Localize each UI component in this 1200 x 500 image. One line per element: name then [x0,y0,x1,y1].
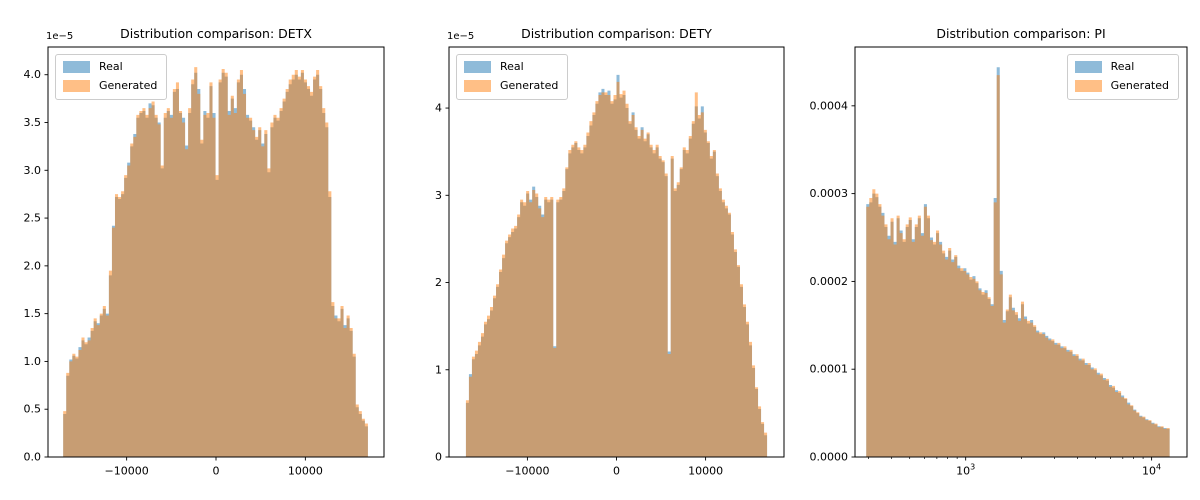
svg-text:0.0000: 0.0000 [810,451,849,464]
y-offset-label-dety: 1e−5 [447,31,475,42]
chart-title-detx: Distribution comparison: DETX [120,26,312,41]
legend-swatch-generated [464,80,491,92]
svg-text:10000: 10000 [688,465,723,478]
svg-text:0: 0 [213,465,220,478]
svg-text:1.0: 1.0 [24,355,42,368]
legend-swatch-generated [1074,80,1102,92]
svg-text:104: 104 [1142,463,1161,478]
svg-text:4.0: 4.0 [24,68,42,81]
svg-text:−10000: −10000 [505,465,549,478]
svg-text:103: 103 [956,463,975,478]
svg-text:3.5: 3.5 [24,116,42,129]
legend-swatch-real [464,61,491,73]
svg-text:10000: 10000 [288,465,323,478]
svg-text:0.0004: 0.0004 [810,99,849,112]
legend-swatch-real [1074,61,1102,73]
legend-label-real: Real [99,60,123,73]
legend-swatch-generated [63,80,90,92]
legend-swatch-real [63,61,90,73]
svg-text:2.5: 2.5 [24,212,42,225]
legend-item-generated: Generated [1074,79,1169,93]
svg-text:2: 2 [435,276,442,289]
legend-item-real: Real [1074,60,1169,74]
svg-text:0: 0 [435,451,442,464]
svg-text:−10000: −10000 [105,465,149,478]
legend-pi: Real Generated [1066,54,1179,100]
svg-text:0.0002: 0.0002 [810,275,849,288]
svg-text:2.0: 2.0 [24,259,42,272]
chart-title-pi: Distribution comparison: PI [936,26,1106,41]
svg-text:0.0001: 0.0001 [810,363,849,376]
svg-text:0.0003: 0.0003 [810,187,849,200]
svg-text:0.5: 0.5 [24,403,42,416]
svg-text:3: 3 [435,189,442,202]
legend-label-real: Real [500,60,524,73]
legend-dety: Real Generated [456,54,569,100]
svg-text:0.0: 0.0 [24,451,42,464]
legend-item-generated: Generated [464,79,558,93]
legend-item-generated: Generated [63,79,157,93]
svg-text:3.0: 3.0 [24,164,42,177]
y-offset-label-detx: 1e−5 [46,31,74,42]
legend-label-generated: Generated [1110,79,1169,92]
svg-text:4: 4 [435,102,442,115]
legend-label-generated: Generated [99,79,158,92]
legend-item-real: Real [63,60,157,74]
legend-label-generated: Generated [500,79,559,92]
legend-item-real: Real [464,60,558,74]
chart-title-dety: Distribution comparison: DETY [521,26,712,41]
legend-label-real: Real [1110,60,1135,73]
svg-text:0: 0 [613,465,620,478]
legend-detx: Real Generated [55,54,168,100]
svg-text:1: 1 [435,363,442,376]
svg-text:1.5: 1.5 [24,307,42,320]
